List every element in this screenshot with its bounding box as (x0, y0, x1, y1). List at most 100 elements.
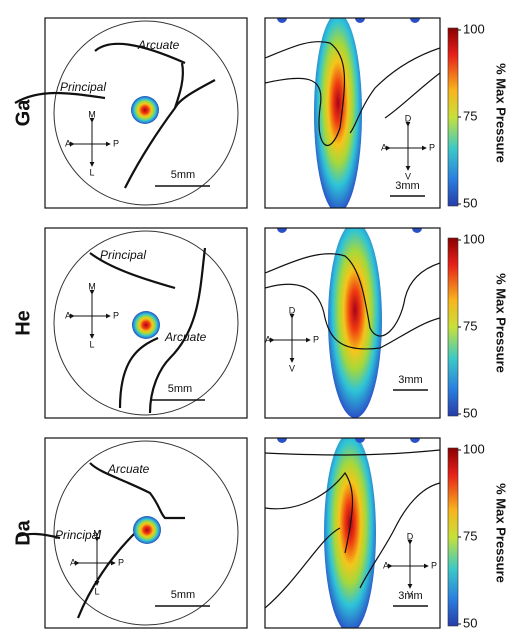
sulcus-label: Arcuate (107, 462, 150, 476)
axis-label: V (405, 171, 411, 181)
contour (359, 482, 440, 589)
panel-row: He Arcuate Principal M L A P 5mm D V A P 3mm 100 75 50%… (12, 227, 509, 420)
pressure-field (328, 228, 382, 418)
scale-label: 3mm (398, 590, 422, 602)
axis-label: L (94, 586, 99, 596)
axis-label: D (289, 305, 296, 315)
right-panel-content (265, 228, 440, 418)
sulcus-label: Principal (60, 80, 106, 94)
scale-label: 5mm (171, 169, 195, 181)
colorbar-tick-label: 50 (463, 405, 477, 420)
transducer-mark (277, 438, 287, 443)
axis-label: V (407, 589, 413, 599)
axis-label: M (88, 109, 96, 119)
axis-label: P (113, 310, 119, 320)
sulcus (173, 62, 184, 109)
contour (384, 72, 440, 119)
chamber-outline (53, 440, 239, 626)
pressure-field (324, 438, 376, 628)
colorbar-tick-label: 100 (463, 21, 485, 36)
contour (265, 253, 440, 337)
colorbar-label: % Max Pressure (494, 483, 509, 583)
right-panel-content (265, 438, 440, 628)
colorbar-tick-label: 50 (463, 615, 477, 630)
transducer-mark (410, 18, 420, 23)
panel-row: Ga Arcuate Principal M L A P 5mm D V A P 3mm 100 75 50%… (12, 17, 509, 210)
sulcus (17, 532, 61, 540)
sulcus (89, 252, 176, 290)
focus-spot (131, 96, 159, 124)
scale-label: 3mm (395, 180, 419, 192)
transducer-mark (277, 228, 287, 233)
sulcus-label: Principal (100, 248, 146, 262)
sulcus (89, 462, 185, 520)
colorbar (447, 237, 459, 417)
axis-label: M (93, 528, 101, 538)
contour (349, 47, 440, 134)
axis-label: A (383, 560, 389, 570)
axis-label: M (88, 281, 96, 291)
colorbar (447, 27, 459, 207)
sulcus-label: Arcuate (137, 38, 180, 52)
colorbar-tick-label: 100 (463, 231, 485, 246)
sulcus (148, 247, 207, 414)
axis-label: L (89, 339, 94, 349)
row-label: Da (12, 519, 34, 545)
axis-label: V (289, 363, 295, 373)
right-panel-frame (264, 227, 441, 419)
transducer-mark (277, 18, 287, 23)
axis-label: A (381, 142, 387, 152)
contour (265, 471, 354, 554)
sulcus (124, 79, 216, 189)
axis-label: D (407, 531, 414, 541)
sulcus-label: Principal (55, 528, 101, 542)
chamber-outline (53, 230, 239, 416)
sulcus (14, 91, 106, 104)
colorbar-label: % Max Pressure (494, 63, 509, 163)
contour (265, 527, 341, 609)
sulcus (94, 42, 186, 65)
colorbar-label: % Max Pressure (494, 273, 509, 373)
axis-label: D (405, 113, 412, 123)
scale-label: 3mm (398, 374, 422, 386)
colorbar (447, 447, 459, 627)
transducer-mark (355, 438, 365, 443)
scale-label: 5mm (168, 383, 192, 395)
contour (265, 41, 345, 147)
colorbar-tick-label: 50 (463, 195, 477, 210)
right-panel-frame (264, 437, 441, 629)
sulcus-label: Arcuate (164, 330, 207, 344)
colorbar-tick-label: 75 (463, 318, 477, 333)
axis-label: P (431, 560, 437, 570)
colorbar-tick-label: 100 (463, 441, 485, 456)
axis-label: L (89, 167, 94, 177)
axis-label: P (118, 557, 124, 567)
scale-label: 5mm (171, 589, 195, 601)
pressure-field (314, 18, 362, 208)
sulcus (118, 336, 159, 409)
row-label: He (12, 310, 34, 336)
axis-label: A (70, 557, 76, 567)
axis-label: A (265, 334, 271, 344)
contour (265, 283, 440, 350)
contour (265, 449, 440, 456)
row-label: Ga (12, 99, 34, 127)
transducer-mark (410, 438, 420, 443)
focus-spot (133, 516, 161, 544)
colorbar-tick-label: 75 (463, 528, 477, 543)
chamber-outline (53, 20, 239, 206)
axis-label: P (429, 142, 435, 152)
axis-label: A (65, 310, 71, 320)
axis-label: P (313, 334, 319, 344)
transducer-mark (355, 18, 365, 23)
transducer-mark (412, 228, 422, 233)
right-panel-content (265, 18, 440, 208)
right-panel-frame (264, 17, 441, 209)
axis-label: P (113, 138, 119, 148)
colorbar-tick-label: 75 (463, 108, 477, 123)
axis-label: A (65, 138, 71, 148)
sulcus (76, 532, 136, 619)
focus-spot (132, 311, 160, 339)
